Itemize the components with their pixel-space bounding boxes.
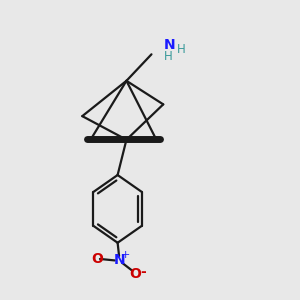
Text: +: + <box>121 250 130 260</box>
Text: N: N <box>113 254 125 267</box>
Text: O: O <box>129 267 141 281</box>
Text: O: O <box>91 252 103 266</box>
Text: -: - <box>141 265 146 279</box>
Text: H: H <box>176 44 185 56</box>
Text: H: H <box>164 50 173 63</box>
Text: N: N <box>163 38 175 52</box>
